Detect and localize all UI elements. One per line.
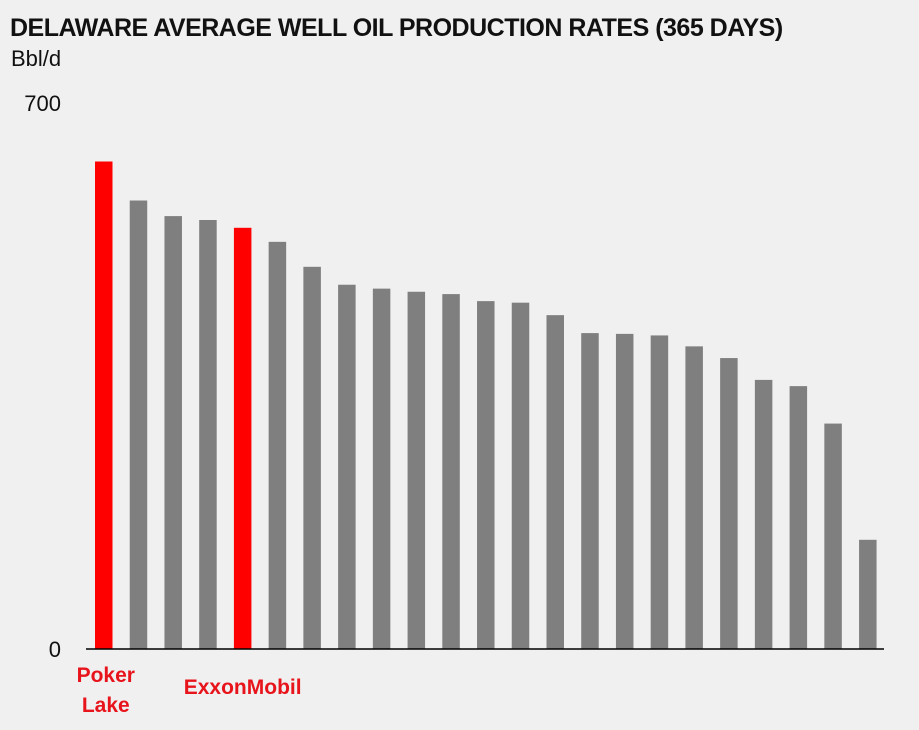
bar-8 — [338, 284, 356, 649]
bar-16 — [615, 333, 634, 649]
bar-13 — [511, 302, 530, 649]
category-label-1: Poker Lake — [76, 664, 135, 717]
bar-10 — [407, 291, 426, 649]
y-axis-unit-label: Bbl/d — [11, 46, 62, 71]
bar-12 — [477, 301, 495, 649]
bar-19 — [720, 358, 738, 649]
y-tick-label-max: 700 — [24, 91, 61, 116]
bar-14 — [546, 315, 564, 649]
bar-21 — [789, 386, 808, 649]
bar-5 — [233, 227, 252, 650]
chart-title: DELAWARE AVERAGE WELL OIL PRODUCTION RAT… — [10, 14, 783, 42]
category-label-2: ExxonMobil — [183, 676, 302, 699]
bar-23 — [859, 539, 877, 649]
bar-18 — [685, 346, 703, 649]
bar-20 — [754, 379, 773, 649]
bar-1 — [95, 161, 113, 649]
bar-11 — [442, 294, 460, 649]
bar-3 — [164, 216, 182, 649]
bar-15 — [581, 333, 599, 649]
bar-9 — [372, 288, 391, 649]
bar-6 — [268, 241, 287, 649]
bar-2 — [129, 200, 148, 649]
bar-7 — [303, 266, 321, 649]
bar-22 — [824, 423, 842, 649]
y-tick-label-zero: 0 — [49, 637, 61, 662]
bar-4 — [199, 220, 217, 649]
bar-17 — [650, 335, 669, 649]
bars-group — [95, 161, 877, 650]
